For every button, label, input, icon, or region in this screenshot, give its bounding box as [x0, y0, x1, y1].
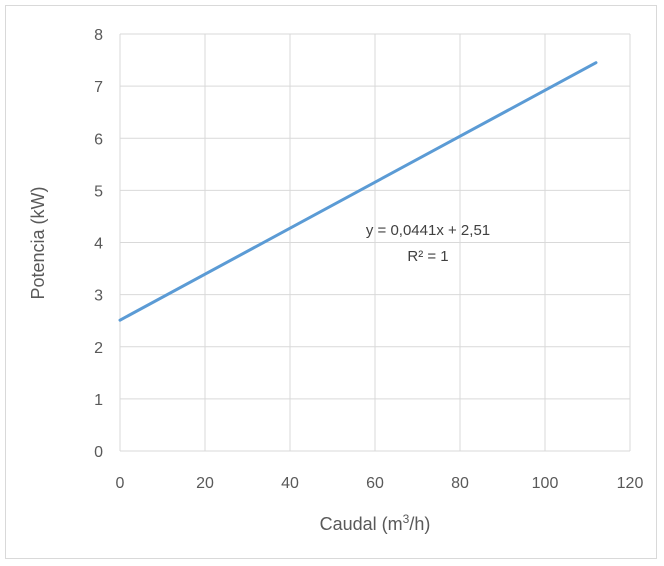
x-axis-title: Caudal (m3/h) — [320, 512, 431, 534]
x-tick-label-3: 60 — [366, 475, 384, 492]
x-tick-labels: 0 20 40 60 80 100 120 — [116, 475, 644, 492]
x-tick-label-4: 80 — [451, 475, 469, 492]
y-tick-label-1: 1 — [94, 392, 103, 409]
y-tick-label-6: 6 — [94, 131, 103, 148]
x-tick-label-2: 40 — [281, 475, 299, 492]
y-tick-label-5: 5 — [94, 183, 103, 200]
x-tick-label-0: 0 — [116, 475, 125, 492]
horizontal-gridlines — [120, 33, 630, 452]
series-line-0 — [118, 61, 598, 322]
series-group — [118, 61, 598, 322]
y-tick-label-0: 0 — [94, 444, 103, 461]
x-tick-label-1: 20 — [196, 475, 214, 492]
y-tick-label-4: 4 — [94, 236, 103, 253]
trendline-equation: y = 0,0441x + 2,51 — [366, 222, 490, 239]
x-tick-label-5: 100 — [532, 475, 559, 492]
y-tick-label-2: 2 — [94, 340, 103, 357]
y-tick-label-3: 3 — [94, 288, 103, 305]
y-tick-labels: 0 1 2 3 4 5 6 7 8 — [94, 27, 103, 461]
y-axis-title: Potencia (kW) — [28, 186, 48, 299]
y-tick-label-7: 7 — [94, 79, 103, 96]
r-squared-label: R² = 1 — [407, 248, 448, 265]
y-tick-label-8: 8 — [94, 27, 103, 44]
chart-frame — [5, 5, 657, 559]
x-tick-label-6: 120 — [617, 475, 644, 492]
